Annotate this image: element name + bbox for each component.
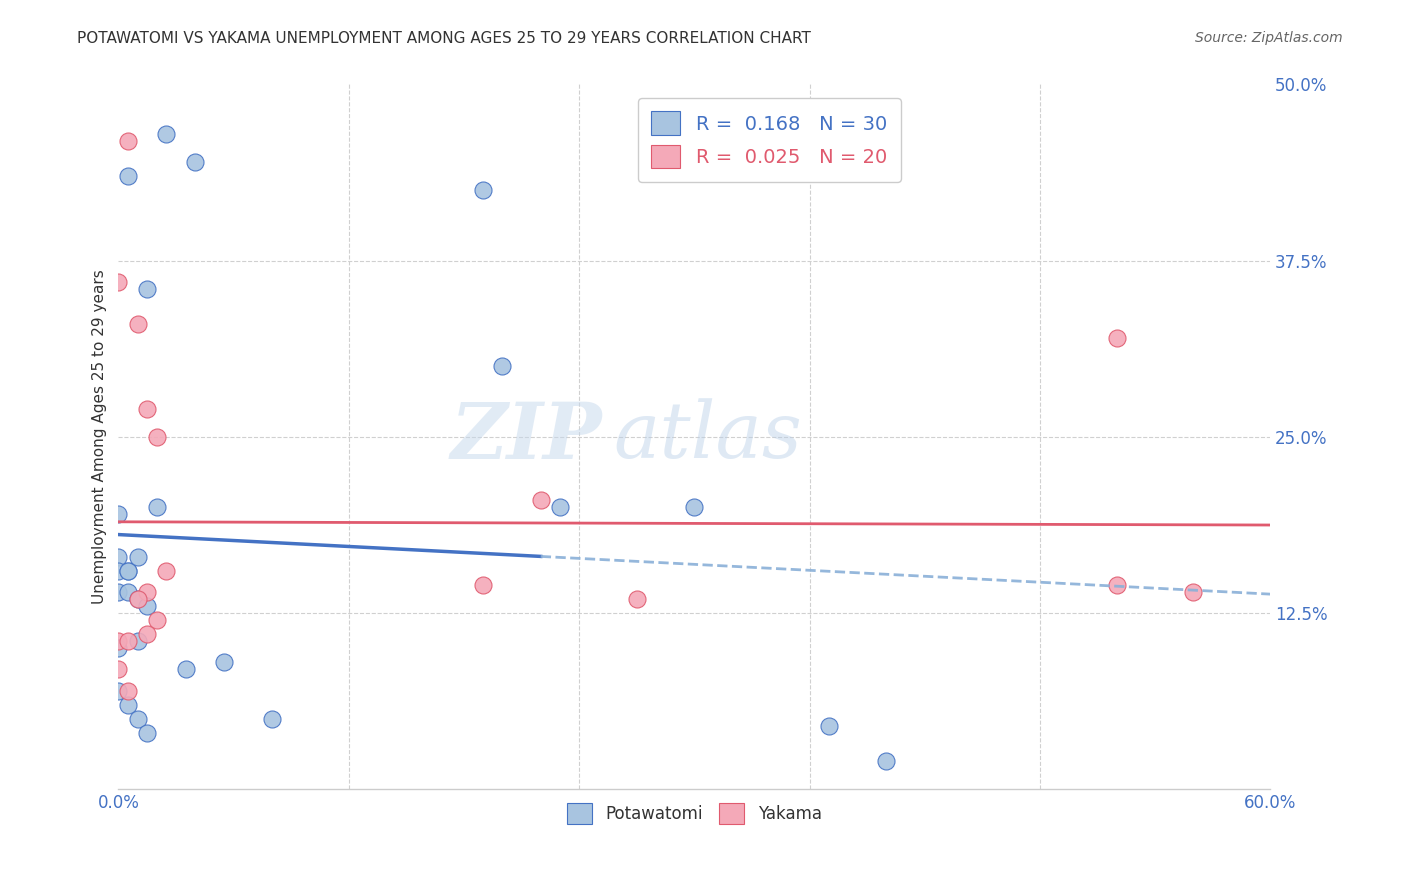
Point [107,549,129,564]
Point [117,585,139,599]
Point [136,401,159,416]
Point [127,634,149,648]
Point [146,500,169,515]
Point [530,493,553,508]
Point [683,500,706,515]
Legend: Potawatomi, Yakama: Potawatomi, Yakama [557,793,832,834]
Point [136,282,159,296]
Point [117,169,139,183]
Text: POTAWATOMI VS YAKAMA UNEMPLOYMENT AMONG AGES 25 TO 29 YEARS CORRELATION CHART: POTAWATOMI VS YAKAMA UNEMPLOYMENT AMONG … [77,31,811,46]
Point [817,719,839,733]
Point [117,134,139,148]
Point [127,317,149,331]
Point [184,155,207,169]
Point [626,591,648,606]
Point [107,275,129,289]
Text: ZIP: ZIP [450,399,602,475]
Point [127,549,149,564]
Point [127,591,149,606]
Point [212,656,235,670]
Point [107,641,129,656]
Point [1105,331,1128,345]
Point [491,359,513,374]
Point [1105,578,1128,592]
Point [136,726,159,740]
Point [117,564,139,578]
Point [136,599,159,613]
Point [117,683,139,698]
Point [472,578,495,592]
Point [155,564,177,578]
Point [146,613,169,627]
Point [107,634,129,648]
Point [117,634,139,648]
Point [107,564,129,578]
Point [107,662,129,676]
Point [548,500,571,515]
Point [146,430,169,444]
Point [127,591,149,606]
Point [107,683,129,698]
Point [127,712,149,726]
Point [155,127,177,141]
Point [875,754,897,768]
Point [472,183,495,197]
Point [260,712,283,726]
Point [117,698,139,712]
Text: atlas: atlas [613,399,803,475]
Point [117,564,139,578]
Point [136,627,159,641]
Point [1182,585,1205,599]
Point [107,508,129,522]
Y-axis label: Unemployment Among Ages 25 to 29 years: Unemployment Among Ages 25 to 29 years [93,269,107,604]
Point [174,662,197,676]
Text: Source: ZipAtlas.com: Source: ZipAtlas.com [1195,31,1343,45]
Point [136,585,159,599]
Point [107,585,129,599]
